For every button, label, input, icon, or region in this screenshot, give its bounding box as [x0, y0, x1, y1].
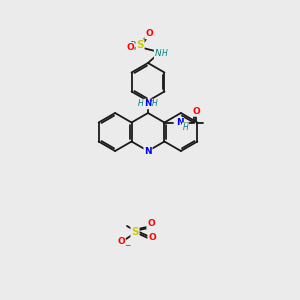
Text: N: N	[144, 146, 152, 155]
Text: O: O	[145, 29, 153, 38]
Text: O: O	[148, 232, 156, 242]
Text: H: H	[162, 49, 168, 58]
Text: H: H	[138, 100, 144, 109]
Text: N: N	[144, 100, 152, 109]
Text: O: O	[193, 107, 200, 116]
Text: O: O	[117, 238, 125, 247]
Text: +: +	[148, 98, 154, 103]
Text: N: N	[154, 50, 161, 58]
Text: S: S	[131, 227, 139, 237]
Text: O: O	[147, 220, 155, 229]
Text: N: N	[176, 118, 183, 127]
Text: H: H	[152, 100, 158, 109]
Text: H: H	[183, 123, 188, 132]
Text: −: −	[124, 242, 130, 250]
Text: O: O	[126, 43, 134, 52]
Text: S: S	[136, 40, 144, 50]
